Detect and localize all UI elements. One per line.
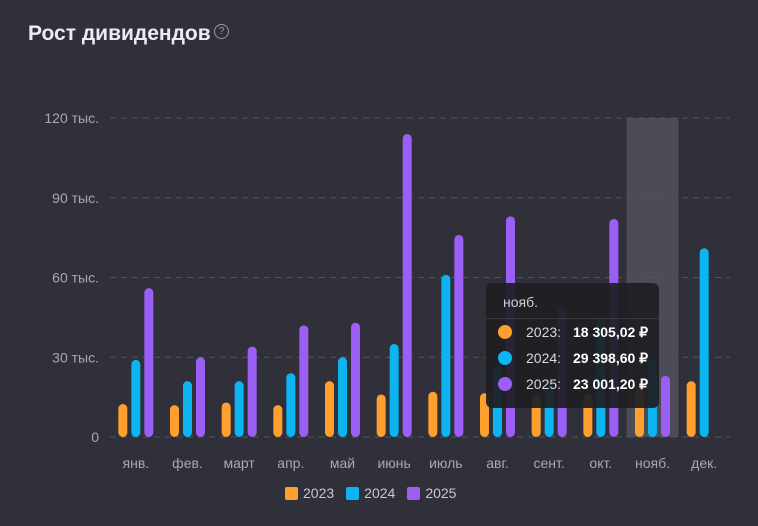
bar-2024 xyxy=(131,359,141,437)
tooltip-value: 23 001,20 ₽ xyxy=(573,375,649,392)
bar-2023 xyxy=(428,391,438,437)
bar-2023 xyxy=(273,405,283,437)
tooltip-row: 2024: 29 398,60 ₽ xyxy=(486,345,659,371)
x-tick-label: март xyxy=(224,455,256,471)
x-tick-label: фев. xyxy=(172,455,203,471)
tooltip-header: нояб. xyxy=(486,283,659,319)
bar-2024 xyxy=(234,381,244,437)
y-tick-label: 120 тыс. xyxy=(44,110,99,126)
y-tick-label: 0 xyxy=(91,429,99,445)
y-tick-label: 90 тыс. xyxy=(52,190,99,206)
legend-swatch xyxy=(285,486,298,500)
bar-2024 xyxy=(699,248,709,437)
x-tick-label: сент. xyxy=(534,455,565,471)
legend-swatch xyxy=(407,486,421,500)
bar-2025 xyxy=(144,288,154,437)
series-dot-icon xyxy=(498,351,512,365)
bar-2025 xyxy=(402,133,412,437)
series-dot-icon xyxy=(498,377,512,391)
bar-2023 xyxy=(170,405,179,437)
tooltip-value: 29 398,60 ₽ xyxy=(573,349,649,366)
legend-item-2025[interactable]: 2025 xyxy=(407,485,456,501)
x-tick-label: окт. xyxy=(589,455,612,471)
bar-2024 xyxy=(183,381,192,437)
bar-2023 xyxy=(325,381,334,437)
bar-2024 xyxy=(338,357,347,437)
legend-item-2023[interactable]: 2023 xyxy=(285,485,334,501)
tooltip-row: 2023: 18 305,02 ₽ xyxy=(486,319,659,345)
legend-label: 2024 xyxy=(364,485,396,501)
bar-2023 xyxy=(118,404,128,437)
y-tick-label: 60 тыс. xyxy=(52,270,99,286)
bar-2025 xyxy=(247,346,257,437)
tooltip: нояб. 2023: 18 305,02 ₽ 2024: 29 398,60 … xyxy=(486,283,659,408)
x-tick-label: май xyxy=(330,455,355,471)
x-tick-label: дек. xyxy=(691,455,717,471)
bar-2025 xyxy=(299,325,309,437)
bar-2024 xyxy=(441,274,451,437)
x-tick-label: нояб. xyxy=(635,455,670,471)
bar-2023 xyxy=(221,402,231,437)
bar-2024 xyxy=(389,343,399,437)
x-tick-label: янв. xyxy=(123,455,150,471)
bar-2023 xyxy=(376,394,386,437)
legend-swatch xyxy=(346,486,360,500)
bar-2025 xyxy=(196,357,205,437)
bar-2025 xyxy=(351,322,360,437)
y-tick-label: 30 тыс. xyxy=(52,349,99,365)
legend-label: 2023 xyxy=(303,485,335,501)
question-circle-icon[interactable]: ? xyxy=(214,24,229,39)
bar-2025 xyxy=(454,234,464,437)
legend: 2023 2024 2025 xyxy=(285,485,456,501)
series-dot-icon xyxy=(498,325,512,339)
bar-2024 xyxy=(286,373,296,437)
x-tick-label: июнь xyxy=(377,455,410,471)
tooltip-row: 2025: 23 001,20 ₽ xyxy=(486,371,659,397)
bar-2023 xyxy=(686,381,696,437)
x-tick-label: авг. xyxy=(486,455,509,471)
chart-title: Рост дивидендов xyxy=(28,22,211,45)
x-tick-label: июль xyxy=(429,455,462,471)
bar-2025 xyxy=(661,375,670,437)
tooltip-year: 2024: xyxy=(526,350,562,366)
legend-label: 2025 xyxy=(425,485,457,501)
x-tick-label: апр. xyxy=(277,455,304,471)
tooltip-year: 2025: xyxy=(526,376,562,392)
tooltip-year: 2023: xyxy=(526,324,562,340)
tooltip-value: 18 305,02 ₽ xyxy=(573,323,649,340)
legend-item-2024[interactable]: 2024 xyxy=(346,485,395,501)
